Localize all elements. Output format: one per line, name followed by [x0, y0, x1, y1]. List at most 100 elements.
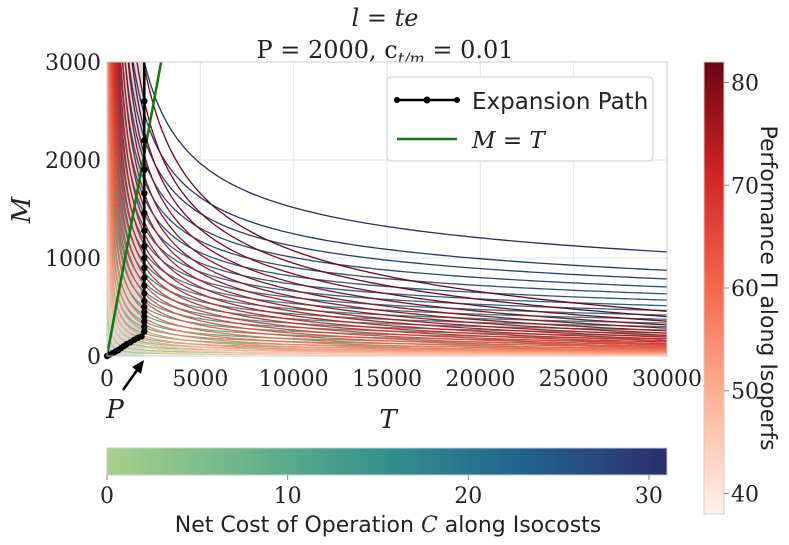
chart-title-line2-prefix: P = 2000, c: [256, 36, 397, 64]
y-tick-label: 2000: [45, 149, 101, 174]
expansion-path-point: [141, 137, 148, 144]
expansion-path-point: [141, 254, 148, 262]
chart-title-line1: l = te: [352, 4, 419, 32]
colorbar-cost: [106, 447, 668, 476]
expansion-path-point: [141, 308, 148, 316]
isocost-curve: [117, 62, 667, 307]
isoperf-curve: [107, 62, 667, 356]
isoperf-curve: [120, 62, 667, 334]
isoperf-curve: [108, 62, 667, 352]
isocost-curve: [124, 62, 667, 288]
expansion-path-point: [141, 282, 148, 289]
colorbar-cost-tick-label: 20: [454, 484, 482, 509]
isocost-curve: [115, 62, 667, 312]
expansion-path: [103, 62, 148, 360]
isocost-curve: [143, 62, 667, 253]
expansion-path-point: [141, 297, 148, 305]
expansion-path-point: [141, 166, 148, 173]
isoperf-curve: [131, 62, 667, 322]
isocost-curve: [132, 62, 667, 271]
isoperf-curve: [107, 62, 667, 355]
colorbar-cost-label-var: C: [421, 513, 438, 538]
isoperf-curve: [111, 62, 667, 346]
plot-frame: [106, 61, 668, 357]
isoperf-curve: [136, 62, 667, 318]
annotation-p: P: [105, 395, 124, 425]
colorbar-performance-tick-label: 40: [731, 482, 759, 507]
isoperf-curve: [107, 62, 667, 354]
expansion-path-point: [141, 318, 148, 325]
y-tick-labels: 0 1000 2000 3000: [45, 51, 101, 370]
y-tick-label: 0: [87, 345, 101, 370]
colorbar-performance-tick-label: 80: [731, 72, 759, 97]
expansion-path-point: [141, 328, 148, 335]
x-tick-label: 0: [100, 367, 114, 392]
colorbar-performance-label: Performance Π along Isoperfs: [755, 125, 780, 450]
isocost-curve: [128, 62, 667, 280]
isoperf-curve: [142, 62, 667, 312]
isoperf-curve: [107, 62, 667, 353]
isoperf-curve: [116, 62, 667, 338]
x-tick-label: 30000: [632, 367, 702, 392]
isoperf-curve: [124, 62, 667, 329]
colorbar-cost-label: Net Cost of Operation C along Isocosts: [175, 513, 602, 538]
annotation-arrowhead: [132, 360, 144, 374]
isocost-curve: [121, 62, 667, 295]
colorbar-performance-tick-label: 70: [731, 174, 759, 199]
legend: Expansion Path M = T: [386, 76, 654, 162]
x-axis-label: T: [379, 405, 398, 435]
expansion-path-point: [141, 274, 148, 281]
x-tick-label: 20000: [445, 367, 515, 392]
colorbar-cost-tick-label: 10: [274, 484, 302, 509]
legend-expansion-marker-right: [454, 97, 460, 103]
expansion-path-point: [141, 290, 148, 297]
colorbar-performance: [703, 61, 725, 515]
colorbar-cost-label-prefix: Net Cost of Operation: [175, 513, 421, 538]
expansion-path-point: [141, 243, 148, 250]
expansion-path-point: [141, 313, 148, 320]
colorbar-cost-tick-label: 0: [100, 484, 114, 509]
isoperf-curve: [110, 62, 667, 349]
legend-mt-label: M = T: [471, 128, 546, 154]
expansion-path-point: [141, 98, 148, 105]
y-axis-label: M: [7, 195, 37, 224]
colorbar-cost-label-suffix: along Isocosts: [438, 513, 601, 538]
isoperf-curve: [107, 185, 667, 356]
isoperf-curve: [114, 62, 667, 342]
x-tick-label: 5000: [172, 367, 228, 392]
legend-expansion-marker-left: [394, 97, 400, 103]
isoperf-curve: [110, 62, 667, 347]
expansion-path-point: [138, 333, 145, 340]
m-equals-t-line: [105, 61, 163, 357]
expansion-path-point: [141, 190, 148, 197]
expansion-path-point: [141, 264, 148, 271]
isoperf-curve: [113, 62, 667, 343]
isoperf-curve: [109, 62, 667, 350]
x-tick-labels: 0 5000 10000 15000 20000 25000 30000: [100, 367, 702, 392]
expansion-path-point: [141, 209, 148, 217]
legend-expansion-marker-mid: [423, 96, 431, 104]
colorbar-performance-ticks: 40 50 60 70 80: [724, 72, 759, 507]
y-tick-label: 1000: [45, 247, 101, 272]
legend-expansion-label: Expansion Path: [472, 89, 648, 115]
chart-title-line2-suffix: = 0.01: [425, 36, 514, 64]
expansion-path-point: [141, 227, 148, 234]
colorbar-performance-tick-label: 60: [731, 277, 759, 302]
colorbar-cost-ticks: 0 10 20 30: [100, 475, 663, 509]
isoperf-curve: [108, 62, 667, 351]
isoperf-curve: [118, 62, 667, 336]
y-tick-label: 3000: [45, 51, 101, 76]
isoperf-curve: [112, 62, 667, 345]
colorbar-performance-tick-label: 50: [731, 380, 759, 405]
x-tick-label: 10000: [259, 367, 329, 392]
expansion-path-point: [141, 303, 148, 311]
isoperf-curve: [115, 62, 667, 340]
colorbar-cost-tick-label: 30: [635, 484, 663, 509]
expansion-path-point: [141, 323, 148, 330]
isocost-curve: [108, 62, 667, 340]
isocost-curve: [114, 62, 667, 316]
x-tick-label: 15000: [352, 367, 422, 392]
isoperf-curve: [127, 62, 667, 326]
x-tick-label: 25000: [539, 367, 609, 392]
